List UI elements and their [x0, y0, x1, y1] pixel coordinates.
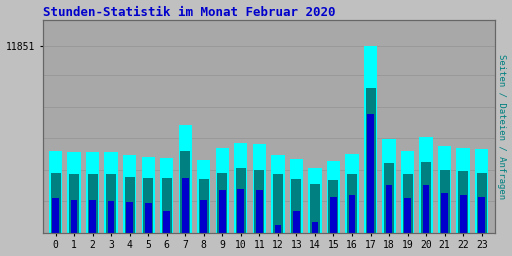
Bar — [52, 198, 59, 233]
Bar — [384, 163, 394, 233]
Bar — [163, 211, 170, 233]
Bar — [124, 177, 135, 233]
Bar — [478, 197, 485, 233]
Bar — [274, 225, 281, 233]
Bar — [386, 185, 392, 233]
Bar — [308, 168, 322, 233]
Bar — [51, 173, 60, 233]
Bar — [477, 173, 487, 233]
Bar — [271, 155, 285, 233]
Bar — [382, 139, 396, 233]
Bar — [345, 154, 359, 233]
Bar — [106, 174, 116, 233]
Bar — [421, 162, 431, 233]
Bar — [423, 185, 430, 233]
Bar — [349, 195, 355, 233]
Bar — [182, 178, 188, 233]
Bar — [253, 144, 266, 233]
Bar — [199, 179, 209, 233]
Bar — [86, 152, 99, 233]
Bar — [347, 174, 357, 233]
Bar — [108, 201, 115, 233]
Bar — [475, 149, 488, 233]
Bar — [291, 179, 302, 233]
Bar — [141, 157, 155, 233]
Bar — [310, 184, 320, 233]
Bar — [162, 178, 172, 233]
Bar — [88, 174, 98, 233]
Bar — [438, 146, 451, 233]
Bar — [104, 152, 118, 233]
Bar — [329, 180, 338, 233]
Bar — [364, 46, 377, 233]
Bar — [143, 178, 153, 233]
Text: Stunden-Statistik im Monat Februar 2020: Stunden-Statistik im Monat Februar 2020 — [42, 6, 335, 18]
Bar — [404, 198, 411, 233]
Bar — [367, 114, 374, 233]
Bar — [254, 170, 264, 233]
Bar — [256, 190, 263, 233]
Bar — [238, 189, 244, 233]
Bar — [197, 160, 210, 233]
Bar — [234, 143, 247, 233]
Bar — [290, 159, 303, 233]
Bar — [273, 174, 283, 233]
Bar — [440, 170, 450, 233]
Bar — [49, 151, 62, 233]
Bar — [236, 168, 246, 233]
Bar — [180, 151, 190, 233]
Y-axis label: Seiten / Dateien / Anfragen: Seiten / Dateien / Anfragen — [498, 54, 506, 199]
Bar — [327, 161, 340, 233]
Bar — [419, 136, 433, 233]
Bar — [219, 190, 226, 233]
Bar — [460, 195, 466, 233]
Bar — [126, 202, 133, 233]
Bar — [457, 147, 470, 233]
Bar — [179, 125, 192, 233]
Bar — [401, 151, 414, 233]
Bar — [89, 200, 96, 233]
Bar — [123, 155, 136, 233]
Bar — [71, 200, 77, 233]
Bar — [68, 152, 81, 233]
Bar — [145, 203, 152, 233]
Bar — [458, 171, 468, 233]
Bar — [160, 158, 174, 233]
Bar — [441, 193, 448, 233]
Bar — [312, 222, 318, 233]
Bar — [366, 88, 375, 233]
Bar — [402, 174, 413, 233]
Bar — [200, 200, 207, 233]
Bar — [216, 147, 229, 233]
Bar — [69, 174, 79, 233]
Bar — [330, 197, 337, 233]
Bar — [293, 211, 300, 233]
Bar — [217, 173, 227, 233]
